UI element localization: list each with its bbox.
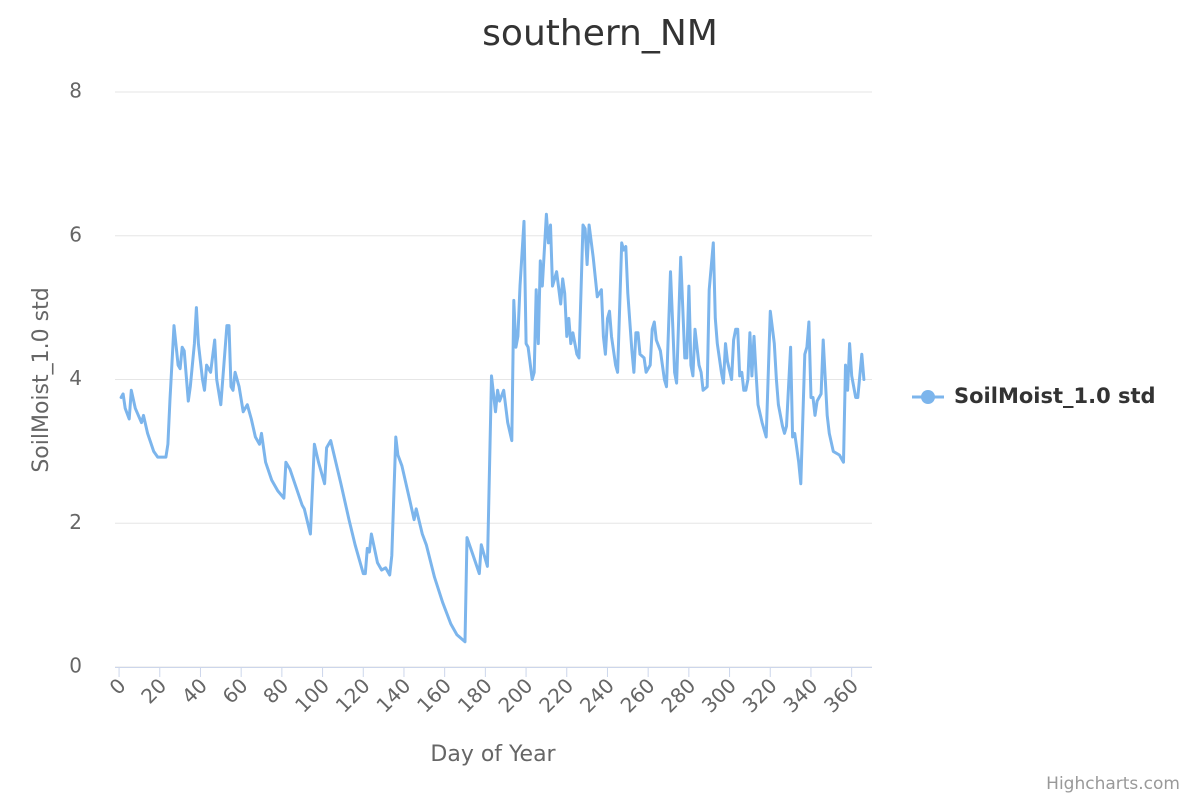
- x-tick-label: 240: [575, 673, 619, 717]
- legend-symbol: [921, 390, 935, 404]
- x-tick-label: 60: [218, 673, 253, 708]
- y-tick-label: 2: [69, 510, 82, 534]
- x-tick-label: 320: [738, 673, 782, 717]
- x-tick-label: 220: [534, 673, 578, 717]
- x-tick-label: 120: [331, 673, 375, 717]
- y-axis-label: SoilMoist_1.0 std: [29, 287, 54, 472]
- x-tick-label: 100: [290, 673, 334, 717]
- x-tick-label: 360: [819, 673, 863, 717]
- x-tick-label: 20: [136, 673, 171, 708]
- credits: Highcharts.com: [1046, 774, 1180, 794]
- x-tick-label: 300: [697, 673, 741, 717]
- chart-title: southern_NM: [482, 13, 718, 54]
- y-tick-label: 0: [69, 654, 82, 678]
- x-tick-label: 340: [778, 673, 822, 717]
- x-tick-label: 280: [656, 673, 700, 717]
- x-axis-label: Day of Year: [430, 742, 556, 767]
- x-tick-label: 80: [258, 673, 293, 708]
- y-tick-label: 8: [69, 79, 82, 103]
- series-line: [119, 212, 866, 644]
- y-tick-label: 6: [69, 222, 82, 246]
- legend-label: SoilMoist_1.0 std: [954, 384, 1156, 408]
- x-tick-label: 260: [616, 673, 660, 717]
- x-tick-label: 0: [105, 673, 131, 699]
- y-tick-label: 4: [69, 366, 82, 390]
- x-tick-label: 140: [371, 673, 415, 717]
- x-tick-label: 160: [412, 673, 456, 717]
- x-tick-label: 200: [494, 673, 538, 717]
- x-tick-label: 40: [177, 673, 212, 708]
- x-tick-label: 180: [453, 673, 497, 717]
